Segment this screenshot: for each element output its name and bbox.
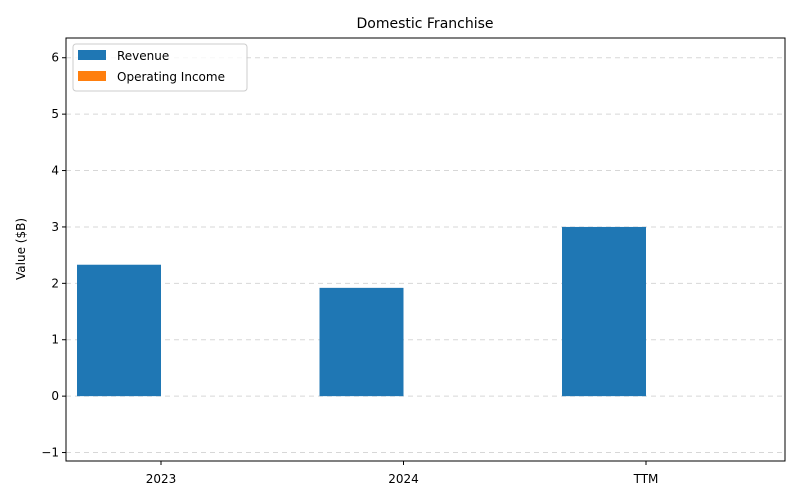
plot-frame <box>65 37 786 462</box>
y-tick-label: 5 <box>51 107 59 121</box>
y-axis-ticks: −1 0 1 2 3 4 5 6 <box>41 51 66 460</box>
legend: Revenue Operating Income <box>72 43 248 92</box>
y-tick-label: 6 <box>51 51 59 65</box>
legend-label: Operating Income <box>117 70 225 84</box>
y-tick-label: 1 <box>51 333 59 347</box>
bar-revenue-2023 <box>77 264 161 397</box>
legend-label: Revenue <box>117 49 169 63</box>
y-axis-title: Value ($B) <box>14 218 28 280</box>
y-tick-label: 4 <box>51 164 59 178</box>
legend-swatch <box>78 50 106 60</box>
y-tick-label: −1 <box>41 446 59 460</box>
x-tick-label: TTM <box>633 472 659 486</box>
x-axis-ticks: 2023 2024 TTM <box>146 461 659 486</box>
y-tick-label: 0 <box>51 389 59 403</box>
bar-revenue-ttm <box>562 226 646 397</box>
legend-frame <box>72 43 248 92</box>
y-tick-label: 3 <box>51 220 59 234</box>
grid-lines <box>66 57 785 454</box>
bar-revenue-2024 <box>319 287 404 397</box>
x-tick-label: 2024 <box>388 472 419 486</box>
y-tick-label: 2 <box>51 276 59 290</box>
chart-title: Domestic Franchise <box>356 16 493 32</box>
legend-swatch <box>78 71 106 81</box>
x-tick-label: 2023 <box>146 472 177 486</box>
bars <box>77 226 646 397</box>
